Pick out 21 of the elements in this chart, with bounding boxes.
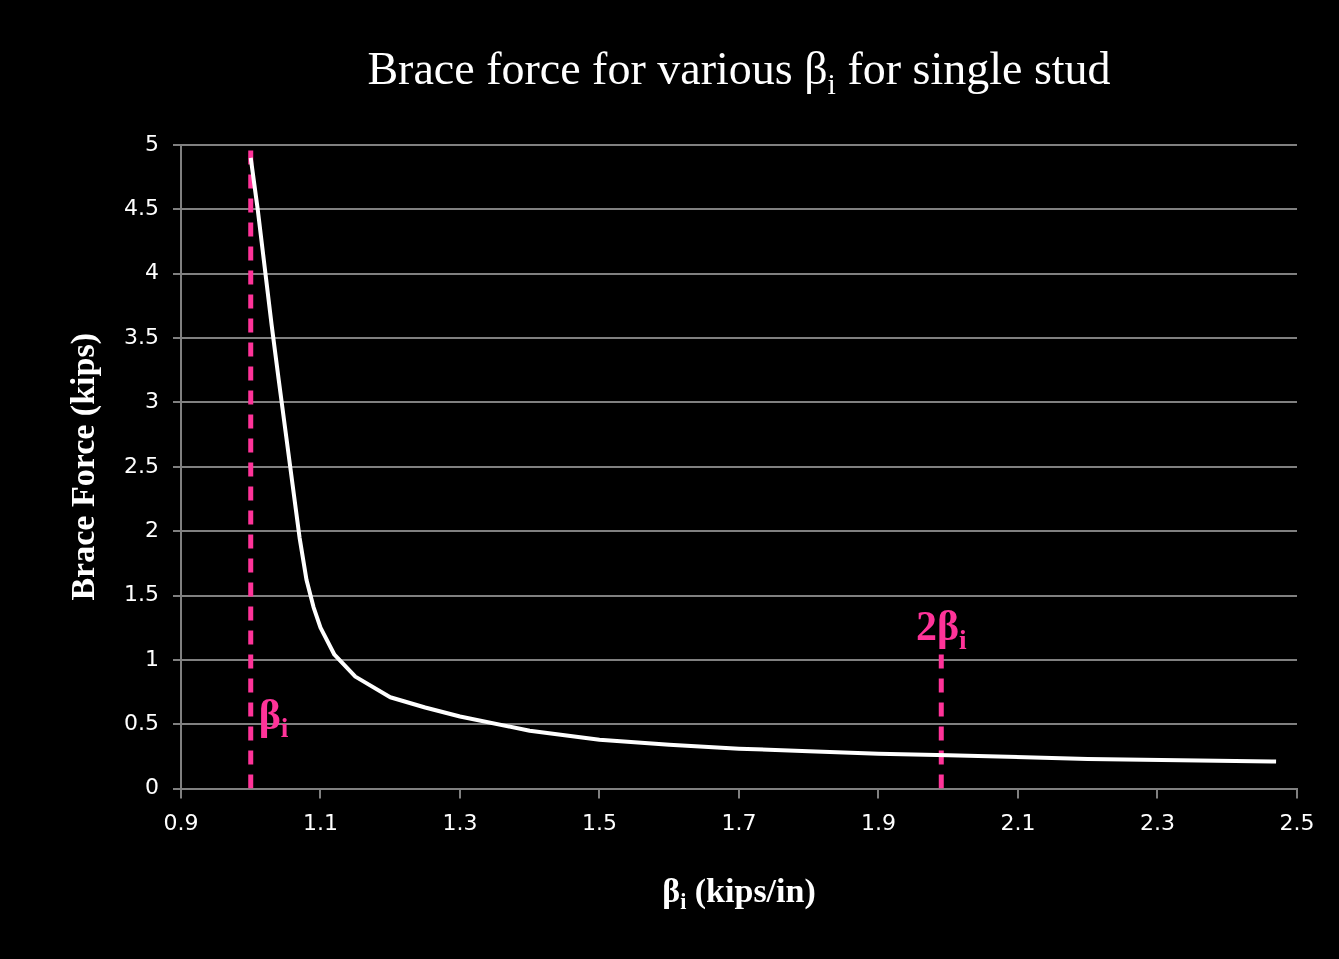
y-tick-label: 4 [144, 259, 159, 285]
y-axis-title: Brace Force (kips) [63, 333, 102, 601]
y-tick-label: 3 [144, 388, 159, 414]
x-tick-label: 2.3 [1140, 809, 1175, 835]
x-tick-label: 1.1 [302, 809, 338, 835]
y-tick-label: 3.5 [123, 323, 159, 349]
x-tick-label: 2.5 [1279, 809, 1315, 835]
y-tick-label: 0.5 [123, 709, 159, 735]
y-tick-label: 2.5 [123, 452, 159, 478]
y-tick-label: 1.5 [123, 581, 159, 607]
y-tick-label: 2 [144, 516, 159, 542]
y-tick-label: 0 [144, 774, 159, 800]
x-tick-label: 1.9 [861, 809, 896, 835]
y-tick-label: 4.5 [123, 195, 159, 221]
y-tick-label: 1 [144, 645, 159, 671]
x-tick-label: 1.7 [721, 809, 757, 835]
x-tick-label: 2.1 [1000, 809, 1036, 835]
x-tick-label: 1.3 [442, 809, 478, 835]
y-tick-label: 5 [144, 130, 159, 156]
x-tick-label: 1.5 [581, 809, 617, 835]
x-tick-label: 0.9 [163, 809, 199, 835]
